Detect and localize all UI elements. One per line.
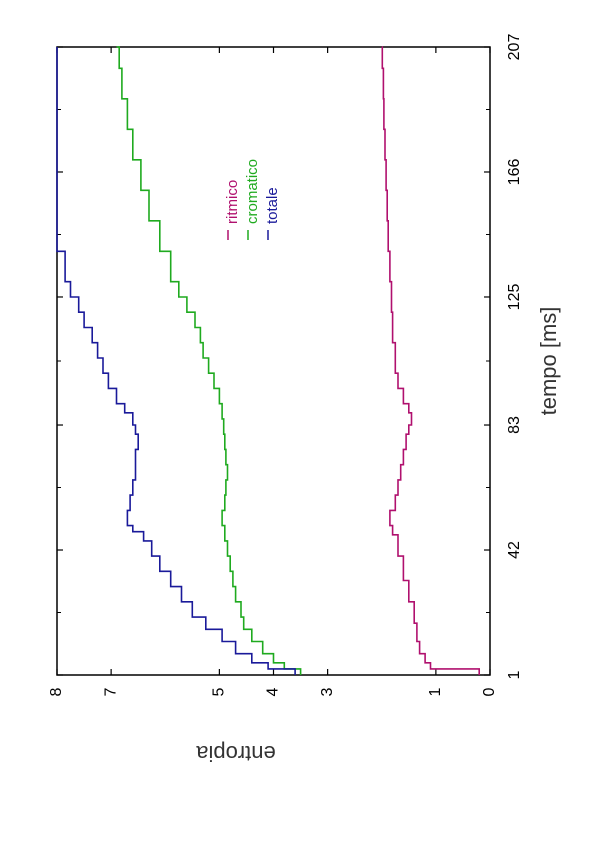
y-tick-label: 4 [265, 687, 282, 696]
series-line-totale [56, 47, 296, 675]
y-axis-title: entropia [195, 741, 275, 766]
legend: ritmico cromatico totale [224, 159, 281, 240]
y-tick-label: 0 [481, 687, 498, 696]
x-tick-label: 42 [506, 541, 523, 559]
x-tick-label: 83 [506, 416, 523, 434]
series-line-cromatico [116, 46, 302, 675]
legend-label-totale: totale [264, 187, 281, 224]
series-lines [56, 46, 480, 675]
axis-titles: tempo [ms] entropia [195, 307, 560, 767]
plot-frame [56, 46, 491, 676]
x-axis-title: tempo [ms] [536, 307, 561, 416]
x-tick-label: 1 [506, 670, 523, 679]
y-tick-label: 3 [319, 687, 336, 696]
y-tick-label: 8 [48, 687, 65, 696]
y-tick-label: 1 [427, 687, 444, 696]
legend-label-cromatico: cromatico [244, 159, 261, 224]
legend-label-ritmico: ritmico [224, 180, 241, 224]
y-tick-label: 7 [102, 687, 119, 696]
x-tick-label: 166 [506, 159, 523, 186]
x-tick-label: 207 [506, 34, 523, 61]
series-line-ritmico [381, 46, 480, 675]
axes [56, 46, 491, 676]
y-tick-label: 5 [211, 687, 228, 696]
x-tick-label: 125 [506, 284, 523, 311]
